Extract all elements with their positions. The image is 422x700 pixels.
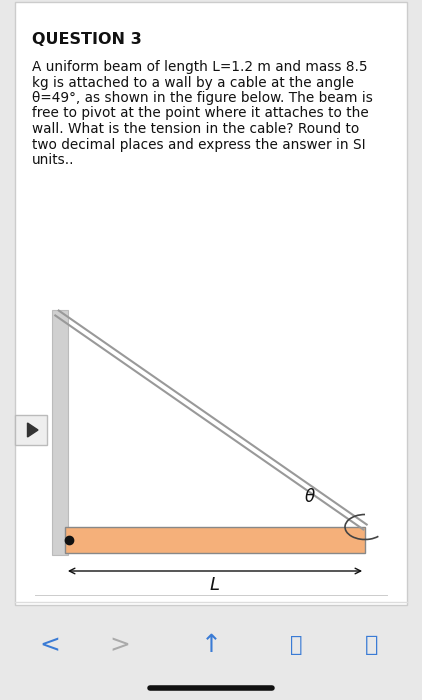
Text: <: <: [40, 633, 60, 657]
Bar: [15, 2, 407, 605]
Text: 📖: 📖: [290, 635, 302, 655]
Text: ↑: ↑: [200, 633, 222, 657]
Text: A uniform beam of length L=1.2 m and mass 8.5: A uniform beam of length L=1.2 m and mas…: [32, 60, 368, 74]
Polygon shape: [27, 423, 38, 437]
Text: units..: units..: [32, 153, 75, 167]
Text: kg is attached to a wall by a cable at the angle: kg is attached to a wall by a cable at t…: [32, 76, 354, 90]
Text: θ: θ: [305, 488, 315, 506]
Text: QUESTION 3: QUESTION 3: [32, 32, 142, 47]
Text: two decimal places and express the answer in SI: two decimal places and express the answe…: [32, 137, 365, 151]
Text: θ=49°, as shown in the figure below. The beam is: θ=49°, as shown in the figure below. The…: [32, 91, 373, 105]
Text: L: L: [210, 576, 220, 594]
Bar: [65, 527, 365, 553]
Text: free to pivot at the point where it attaches to the: free to pivot at the point where it atta…: [32, 106, 369, 120]
FancyBboxPatch shape: [15, 415, 47, 445]
Bar: [52, 310, 68, 555]
Text: >: >: [110, 633, 130, 657]
Text: ⧉: ⧉: [365, 635, 379, 655]
Text: wall. What is the tension in the cable? Round to: wall. What is the tension in the cable? …: [32, 122, 359, 136]
